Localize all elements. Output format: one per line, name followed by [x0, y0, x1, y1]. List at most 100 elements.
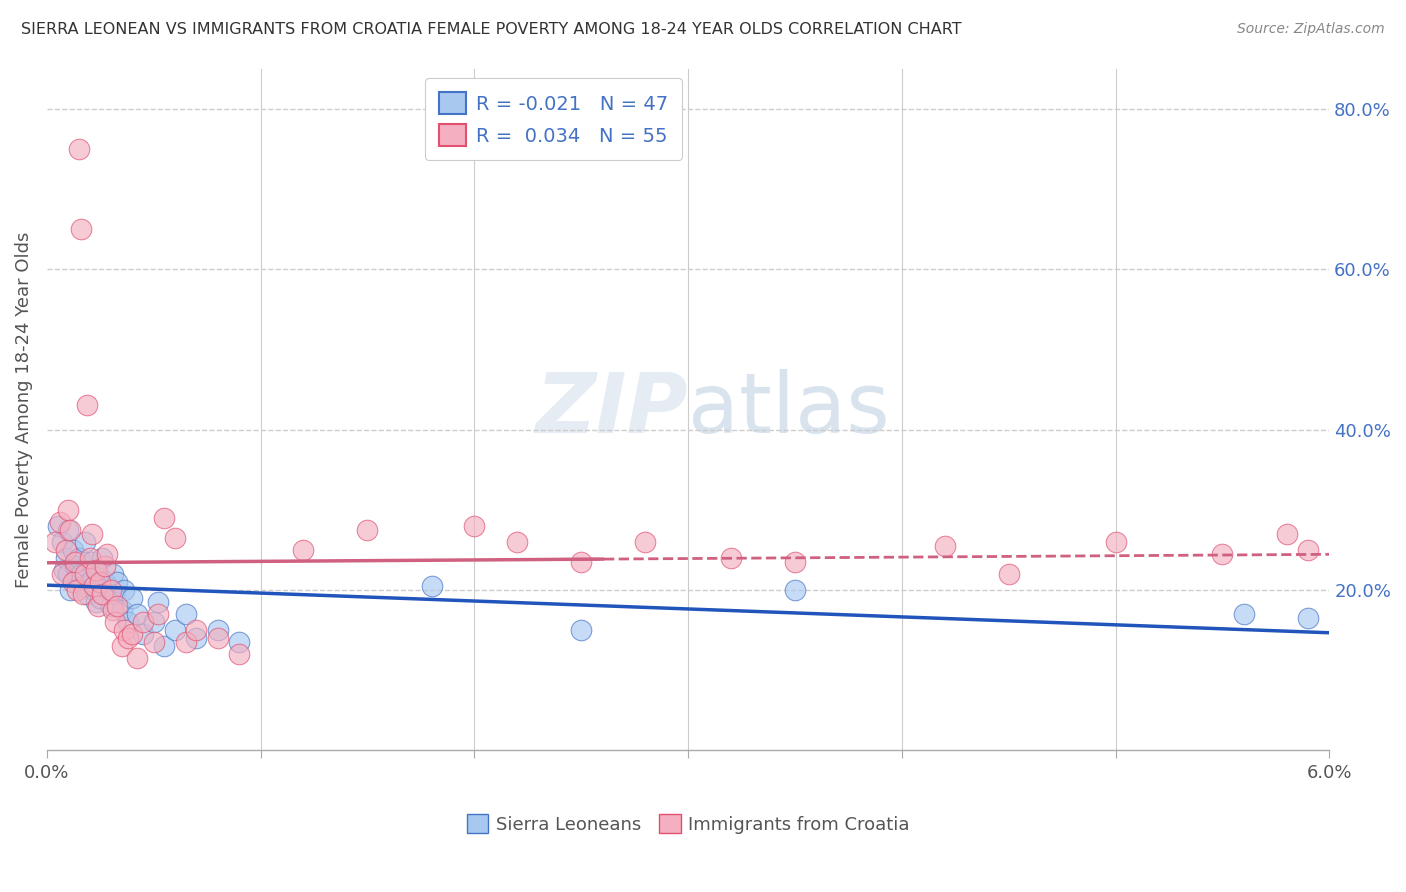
Point	[76, 399, 98, 413]
Text: SIERRA LEONEAN VS IMMIGRANTS FROM CROATIA FEMALE POVERTY AMONG 18-24 YEAR OLDS C: SIERRA LEONEAN VS IMMIGRANTS FROM CROATI…	[21, 22, 962, 37]
Point	[720, 550, 742, 565]
Point	[91, 587, 114, 601]
Point	[1211, 547, 1233, 561]
Point	[76, 587, 98, 601]
Point	[111, 603, 134, 617]
Point	[104, 587, 127, 601]
Y-axis label: Female Poverty Among 18-24 Year Olds: Female Poverty Among 18-24 Year Olds	[15, 231, 32, 588]
Point	[100, 582, 122, 597]
Point	[55, 550, 77, 565]
Point	[463, 518, 485, 533]
Point	[356, 523, 378, 537]
Point	[70, 566, 93, 581]
Point	[96, 579, 118, 593]
Point	[292, 542, 315, 557]
Point	[228, 647, 250, 661]
Point	[72, 579, 94, 593]
Point	[91, 550, 114, 565]
Point	[174, 635, 197, 649]
Point	[101, 603, 124, 617]
Point	[146, 595, 169, 609]
Point	[117, 631, 139, 645]
Point	[66, 571, 89, 585]
Point	[62, 574, 84, 589]
Point	[121, 591, 143, 605]
Point	[89, 574, 111, 589]
Point	[44, 534, 66, 549]
Point	[51, 566, 73, 581]
Point	[207, 631, 229, 645]
Point	[75, 566, 97, 581]
Point	[934, 539, 956, 553]
Point	[63, 555, 86, 569]
Point	[58, 523, 80, 537]
Point	[58, 566, 80, 581]
Point	[153, 639, 176, 653]
Point	[1275, 526, 1298, 541]
Point	[87, 599, 110, 613]
Point	[48, 515, 70, 529]
Point	[72, 587, 94, 601]
Text: atlas: atlas	[688, 369, 890, 450]
Point	[1233, 607, 1256, 621]
Point	[112, 623, 135, 637]
Point	[112, 582, 135, 597]
Text: Source: ZipAtlas.com: Source: ZipAtlas.com	[1237, 22, 1385, 37]
Point	[66, 582, 89, 597]
Point	[79, 574, 101, 589]
Point	[93, 574, 115, 589]
Point	[420, 579, 443, 593]
Point	[153, 510, 176, 524]
Point	[58, 502, 80, 516]
Point	[783, 582, 806, 597]
Point	[132, 627, 155, 641]
Point	[228, 635, 250, 649]
Point	[117, 615, 139, 629]
Point	[107, 599, 129, 613]
Point	[83, 579, 105, 593]
Point	[132, 615, 155, 629]
Text: ZIP: ZIP	[536, 369, 688, 450]
Point	[186, 623, 208, 637]
Point	[142, 635, 165, 649]
Point	[75, 534, 97, 549]
Point	[111, 639, 134, 653]
Point	[55, 542, 77, 557]
Point	[67, 142, 90, 156]
Point	[93, 558, 115, 573]
Point	[121, 627, 143, 641]
Point	[207, 623, 229, 637]
Point	[1104, 534, 1126, 549]
Point	[165, 623, 187, 637]
Point	[125, 651, 148, 665]
Point	[634, 534, 657, 549]
Legend: Sierra Leoneans, Immigrants from Croatia: Sierra Leoneans, Immigrants from Croatia	[460, 807, 917, 841]
Point	[1296, 542, 1319, 557]
Point	[1296, 611, 1319, 625]
Point	[63, 558, 86, 573]
Point	[53, 563, 76, 577]
Point	[100, 599, 122, 613]
Point	[96, 547, 118, 561]
Point	[186, 631, 208, 645]
Point	[80, 526, 103, 541]
Point	[51, 534, 73, 549]
Point	[125, 607, 148, 621]
Point	[79, 550, 101, 565]
Point	[70, 222, 93, 236]
Point	[89, 591, 111, 605]
Point	[569, 555, 592, 569]
Point	[165, 531, 187, 545]
Point	[83, 582, 105, 597]
Point	[84, 595, 107, 609]
Point	[174, 607, 197, 621]
Point	[783, 555, 806, 569]
Point	[506, 534, 529, 549]
Point	[87, 566, 110, 581]
Point	[59, 523, 82, 537]
Point	[62, 542, 84, 557]
Point	[67, 550, 90, 565]
Point	[80, 555, 103, 569]
Point	[46, 518, 69, 533]
Point	[84, 563, 107, 577]
